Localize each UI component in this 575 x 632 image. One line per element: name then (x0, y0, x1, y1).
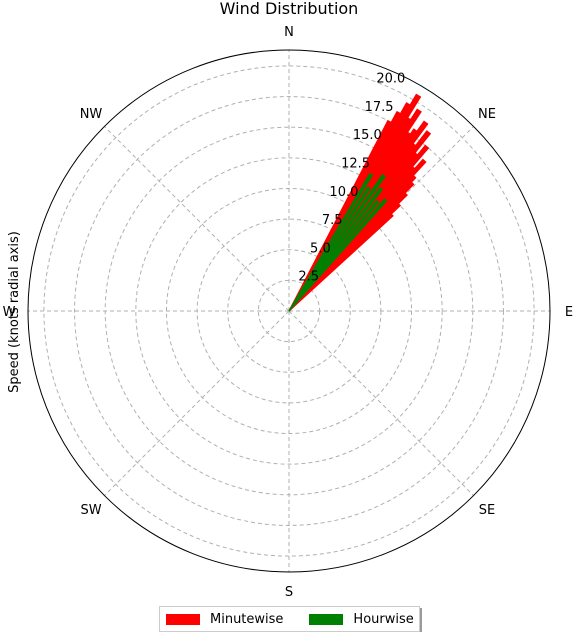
direction-label-w: W (3, 305, 16, 320)
angular-gridline (104, 126, 290, 312)
bars-layer (288, 93, 432, 312)
polar-grid (27, 49, 551, 573)
legend-label-minutewise: Minutewise (210, 611, 284, 627)
angular-gridline (288, 310, 474, 496)
legend-swatch-minutewise (166, 613, 200, 625)
legend-swatch-hourwise (309, 613, 344, 625)
legend-item-hourwise: Hourwise (309, 611, 414, 627)
legend-item-minutewise: Minutewise (166, 612, 283, 627)
direction-label-e: E (565, 305, 573, 320)
radial-tick-label: 7.5 (322, 213, 343, 228)
chart-title: Wind Distribution (220, 0, 359, 18)
bar-hourwise-3 (288, 186, 384, 312)
radial-tick-label: 15.0 (353, 128, 382, 143)
legend: Minutewise Hourwise (159, 606, 420, 632)
radial-tick-label: 2.5 (298, 270, 319, 285)
bar-hourwise-5 (288, 198, 388, 312)
radial-tick-label: 20.0 (376, 72, 405, 87)
radial-gridline (227, 249, 351, 373)
direction-label-ne: NE (478, 107, 496, 122)
legend-label-hourwise: Hourwise (353, 611, 414, 627)
angular-gridline (104, 310, 290, 496)
polar-frame (27, 49, 551, 573)
direction-label-sw: SW (80, 503, 101, 518)
bar-hourwise-1 (288, 186, 372, 312)
radial-gridline (74, 96, 504, 526)
y-axis-label: Speed (knots radial axis) (7, 231, 22, 393)
direction-label-se: SE (479, 503, 495, 518)
radial-tick-label: 17.5 (365, 100, 394, 115)
bar-hourwise-0 (288, 172, 374, 312)
radial-gridline (135, 157, 443, 465)
radial-tick-label: 12.5 (341, 157, 370, 172)
direction-label-s: S (285, 585, 293, 600)
labels-layer: N NE E SE S SW W NW 2.5 5.0 7.5 10.0 12.5 15.0 17.5 20.… (3, 25, 574, 600)
bar-minutewise-20 (288, 213, 394, 312)
radial-tick-label: 5.0 (310, 241, 331, 256)
bar-hourwise-4 (288, 199, 380, 312)
bar-hourwise-2 (288, 173, 387, 312)
direction-label-nw: NW (80, 107, 103, 122)
radial-tick-label: 10.0 (329, 185, 358, 200)
direction-label-n: N (284, 25, 294, 40)
